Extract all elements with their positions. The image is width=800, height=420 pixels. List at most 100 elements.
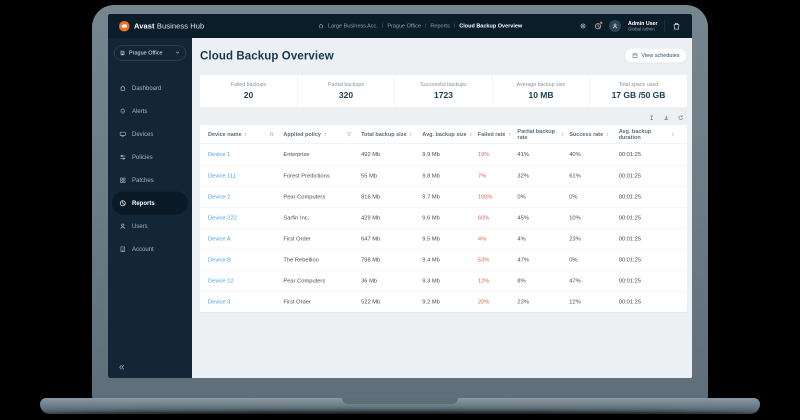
view-schedules-button[interactable]: View schedules [624,48,687,63]
column-header-applied-policy[interactable]: Applied policy [283,131,361,137]
column-label: Avg. backup duration [618,128,652,141]
brand-rest: Business Hub [154,21,205,31]
table-row: Device A First Order 647 Mb 9.5 Mb 4% 4%… [200,228,687,249]
column-header-total-backup-size[interactable]: Total backup size [361,131,422,137]
breadcrumb-item[interactable]: Reports [430,23,455,29]
org-selector[interactable]: Prague Office [114,45,186,61]
user-menu[interactable]: Admin User Global Admin [628,20,657,31]
sidebar-item-patches[interactable]: Patches [112,169,188,192]
sort-icon[interactable] [507,132,512,138]
column-header-avg-backup-size[interactable]: Avg. backup size [422,131,478,137]
sort-icon[interactable] [670,132,675,138]
filter-funnel-icon[interactable] [347,132,353,138]
sidebar-item-policies[interactable]: Policies [112,146,188,169]
sort-icon[interactable] [605,132,610,138]
avatar[interactable] [609,20,622,32]
column-header-failed-rate[interactable]: Failed rate [478,131,518,137]
backup-report-table: Device name Applied policy [200,125,687,312]
device-link[interactable]: Device 1 [208,151,231,158]
sidebar-item-reports[interactable]: Reports [112,191,188,215]
stat-total-space-used: Total space used 17 GB /50 GB [589,75,688,108]
column-label: Avg. backup size [422,131,467,138]
cell-partial-rate: 23% [517,298,529,305]
cell-policy: First Order [283,235,311,242]
cell-failed-rate: 12% [477,277,490,284]
sidebar-collapse-icon[interactable] [118,364,126,372]
store-bag-icon[interactable] [672,22,681,31]
sidebar-item-devices[interactable]: Devices [112,123,188,146]
patch-icon [120,177,126,183]
sort-icon[interactable] [323,132,328,138]
gear-icon[interactable] [579,22,587,30]
cell-avg-size: 9.5 Mb [422,235,440,242]
column-width-icon[interactable] [649,115,656,122]
laptop-base [40,398,760,414]
view-schedules-label: View schedules [641,52,680,59]
device-link[interactable]: Device 2 [208,193,231,200]
device-link[interactable]: Device 222 [208,214,237,221]
cell-partial-rate: 8% [517,277,526,284]
device-link[interactable]: Device 12 [208,277,234,284]
device-link[interactable]: Device B [208,256,232,263]
top-bar: Avast Business Hub Large Business Acc. P… [108,14,692,38]
stat-value: 1723 [434,90,453,101]
user-name: Admin User [628,20,658,27]
search-icon[interactable] [269,132,275,138]
breadcrumb: Large Business Acc. Prague Office Report… [318,23,522,29]
cell-total-size: 429 Mb [361,214,381,221]
column-header-device-name[interactable]: Device name [208,131,283,137]
sidebar-item-label: Dashboard [132,84,162,92]
cell-avg-size: 9.7 Mb [422,193,440,200]
cell-failed-rate: 7% [477,172,487,179]
cell-policy: Pear Computers [283,277,326,284]
brand-bold: Avast [134,21,155,31]
building-icon [120,246,125,252]
table-row: Device 2 Pear Computers 816 Mb 9.7 Mb 10… [200,186,687,207]
column-header-success-rate[interactable]: Success rate [569,131,618,137]
column-header-partial-backup-rate[interactable]: Partial backup rate [517,128,569,140]
sidebar-item-label: Users [132,222,148,230]
device-link[interactable]: Device 111 [208,172,236,179]
cell-total-size: 36 Mb [361,277,378,284]
sort-icon[interactable] [561,132,566,138]
table-row: Device 12 Pear Computers 36 Mb 9.3 Mb 12… [200,270,687,291]
stat-label: Total space used [618,81,659,88]
column-header-avg-backup-duration[interactable]: Avg. backup duration [619,128,679,140]
sidebar-item-account[interactable]: Account [112,238,188,261]
cell-partial-rate: 47% [517,256,529,263]
cell-total-size: 647 Mb [361,235,381,242]
cell-duration: 00:01:25 [618,235,642,242]
sidebar-item-users[interactable]: Users [112,215,188,238]
sort-icon[interactable] [409,132,414,138]
sort-icon[interactable] [244,132,249,138]
cell-success-rate: 12% [569,298,581,305]
refresh-icon[interactable] [678,115,685,122]
avast-logo-icon [119,20,130,32]
page-title: Cloud Backup Overview [200,48,334,62]
sort-icon[interactable] [469,132,474,138]
breadcrumb-item[interactable]: Large Business Acc. [328,23,383,29]
cell-avg-size: 9.8 Mb [422,172,440,179]
stat-successful-backups: Successful backups 1723 [394,75,493,108]
stat-value: 320 [338,90,354,101]
breadcrumb-item[interactable]: Prague Office [387,23,426,29]
column-label: Total backup size [361,131,407,138]
cell-policy: Forest Predictions [283,172,330,179]
calendar-icon [632,53,638,58]
sidebar-item-label: Reports [132,199,155,207]
sidebar-item-label: Policies [132,153,153,161]
table-row: Device B The Rebellion 798 Mb 9.4 Mb 53%… [200,249,687,270]
column-label: Failed rate [477,131,506,138]
bell-icon [120,108,125,114]
topbar-divider [664,20,665,32]
device-link[interactable]: Device 3 [208,298,231,305]
cell-partial-rate: 0% [517,193,526,200]
device-link[interactable]: Device A [208,235,231,242]
sidebar-item-alerts[interactable]: Alerts [112,100,188,123]
download-icon[interactable] [663,115,670,122]
notifications-icon[interactable] [594,21,604,30]
sidebar: Prague Office Dashboard [108,38,192,378]
sidebar-item-dashboard[interactable]: Dashboard [112,77,188,100]
table-header-row: Device name Applied policy [200,125,687,144]
